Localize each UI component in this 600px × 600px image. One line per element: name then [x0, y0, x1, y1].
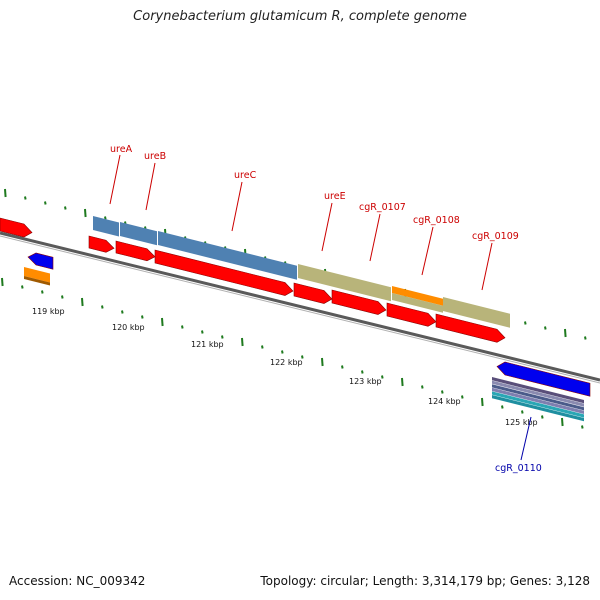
cds-bar-urec — [158, 231, 297, 280]
gene-label: ureC — [234, 170, 257, 181]
cds-bar-cgr0107 — [392, 286, 443, 306]
upper-tick-mark — [44, 201, 47, 205]
lower-tick-mark — [81, 297, 84, 307]
map-title: Corynebacterium glutamicum R, complete g… — [133, 9, 467, 24]
lower-tick-mark — [361, 370, 364, 374]
gene-label: cgR_0110 — [495, 463, 542, 474]
lower-tick-mark — [521, 410, 524, 414]
lower-tick-mark — [481, 397, 484, 407]
lower-tick-mark — [1, 277, 4, 287]
gene-leader-line — [369, 213, 381, 262]
lower-tick-mark — [121, 310, 124, 314]
cds-stripe — [492, 395, 584, 422]
lower-tick-mark — [21, 285, 24, 289]
gene-arrow — [331, 289, 387, 315]
gene-label: cgR_0109 — [472, 231, 519, 242]
gene-leader-line — [109, 154, 121, 205]
upper-tick-mark — [84, 208, 87, 218]
lower-tick-mark — [561, 417, 564, 427]
scale-label: 120 kbp — [112, 323, 145, 332]
gene-arrow — [435, 313, 506, 343]
cds-stripe — [492, 391, 584, 418]
gene-leader-line — [421, 226, 434, 276]
cds-bar-small — [24, 267, 50, 283]
gene-leader-line — [145, 162, 156, 211]
gene-leader-line — [321, 202, 333, 252]
sequence-backbone — [0, 231, 600, 382]
lower-tick-mark — [301, 355, 304, 359]
gene-arrow — [386, 302, 437, 327]
gene-label: cgR_0108 — [413, 215, 460, 226]
gene-arrow — [115, 240, 156, 262]
cds-bar-small-edge — [24, 276, 50, 286]
lower-tick-mark — [441, 390, 444, 394]
lower-tick-mark — [261, 345, 264, 349]
lower-tick-mark — [221, 335, 224, 339]
lower-tick-mark — [61, 295, 64, 299]
cds-bar-ureb — [120, 222, 157, 246]
lower-tick-mark — [381, 375, 384, 379]
gene-leader-line — [231, 181, 243, 232]
gene-arrow-reverse — [27, 252, 54, 270]
lower-tick-mark — [41, 290, 44, 294]
lower-tick-mark — [161, 317, 164, 327]
upper-tick-mark — [4, 188, 7, 198]
gene-label: ureA — [110, 144, 133, 155]
cds-bar-cgr0107b — [392, 293, 443, 313]
scale-label: 125 kbp — [505, 418, 538, 427]
scale-label: 123 kbp — [349, 377, 382, 386]
cds-stripe — [492, 384, 584, 411]
cds-stripe — [492, 380, 584, 407]
upper-tick-mark — [584, 336, 587, 340]
lower-tick-mark — [101, 305, 104, 309]
lower-tick-mark — [401, 377, 404, 387]
lower-tick-mark — [321, 357, 324, 367]
accession-label: Accession: NC_009342 — [9, 574, 146, 588]
lower-tick-mark — [581, 425, 584, 429]
gene-leader-line — [520, 416, 532, 461]
cds-stripe — [492, 377, 584, 404]
upper-tick-mark — [104, 216, 107, 220]
lower-tick-mark — [281, 350, 284, 354]
cds-stripe — [492, 387, 584, 414]
lower-tick-mark — [201, 330, 204, 334]
lower-tick-mark — [241, 337, 244, 347]
cds-bar-urea — [93, 216, 119, 237]
gene-arrow — [88, 235, 115, 253]
gene-label: cgR_0107 — [359, 202, 406, 213]
gene-arrow — [293, 282, 333, 304]
gene-label: ureB — [144, 151, 166, 162]
lower-tick-mark — [341, 365, 344, 369]
gene-arrow-reverse — [496, 361, 591, 397]
genome-summary: Topology: circular; Length: 3,314,179 bp… — [260, 574, 590, 588]
sequence-backbone-shadow — [0, 235, 600, 384]
scale-label: 124 kbp — [428, 397, 461, 406]
upper-tick-mark — [64, 206, 67, 210]
lower-tick-mark — [541, 415, 544, 419]
upper-tick-mark — [564, 328, 567, 338]
lower-tick-mark — [461, 395, 464, 399]
upper-tick-mark — [524, 321, 527, 325]
lower-tick-mark — [501, 405, 504, 409]
scale-label: 122 kbp — [270, 358, 303, 367]
scale-label: 119 kbp — [32, 307, 65, 316]
gene-arrow — [154, 249, 294, 296]
upper-tick-mark — [544, 326, 547, 330]
lower-tick-mark — [421, 385, 424, 389]
lower-tick-mark — [141, 315, 144, 319]
gene-arrow — [0, 217, 33, 238]
cds-bar-uree — [298, 264, 391, 302]
gene-leader-line — [481, 242, 493, 291]
cds-bar-cgr0108 — [443, 297, 510, 328]
upper-tick-mark — [24, 196, 27, 200]
lower-tick-mark — [181, 325, 184, 329]
gene-label: ureE — [324, 191, 346, 202]
scale-label: 121 kbp — [191, 340, 224, 349]
